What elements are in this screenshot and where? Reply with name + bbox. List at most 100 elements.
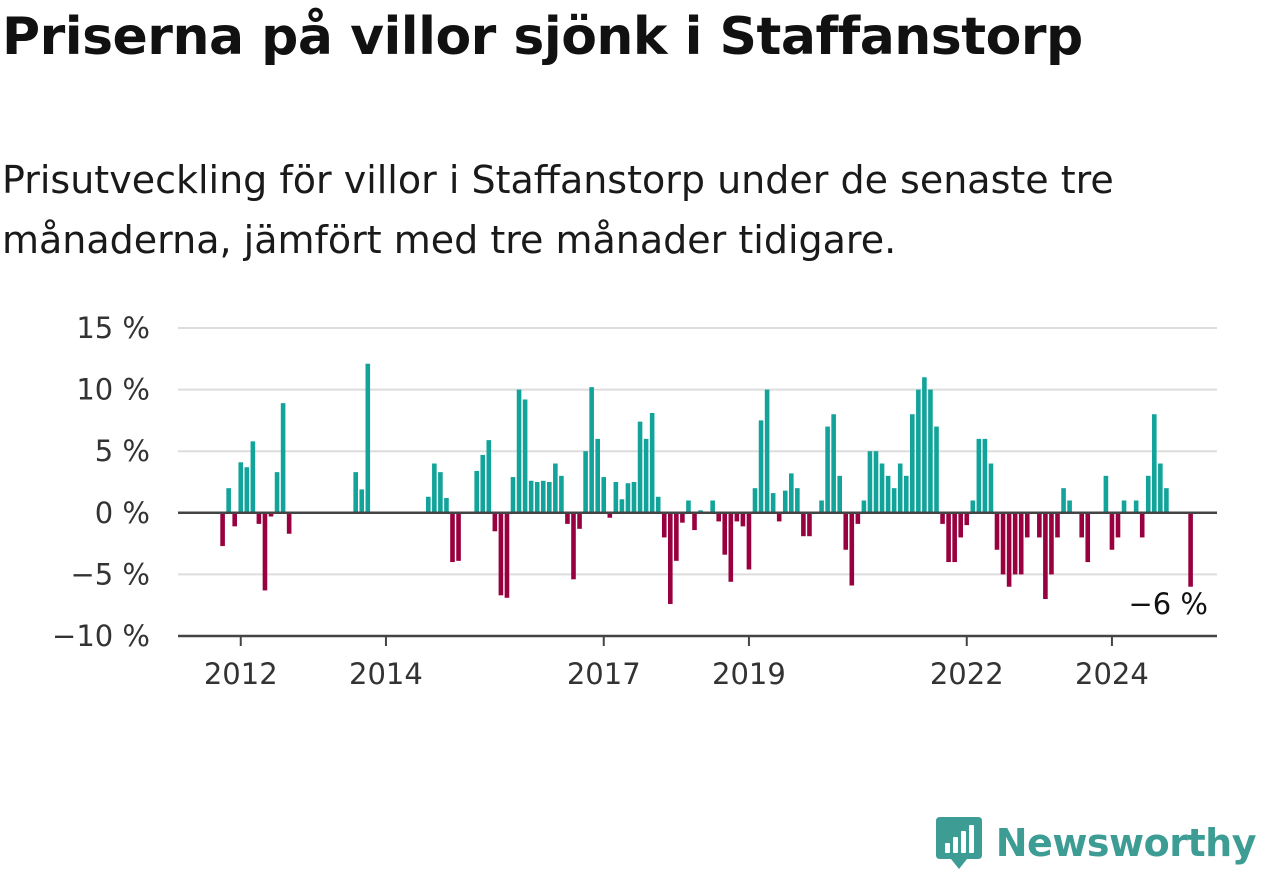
bar	[220, 512, 225, 547]
bar	[897, 463, 903, 513]
bar	[831, 414, 836, 513]
bar	[789, 473, 794, 513]
bar	[855, 512, 861, 524]
bar	[559, 475, 564, 513]
bar	[922, 377, 927, 513]
bar	[910, 414, 915, 513]
bar	[649, 413, 655, 513]
bar	[782, 490, 788, 513]
bar	[244, 467, 250, 513]
bar	[504, 512, 510, 598]
bar	[250, 441, 256, 513]
bar	[982, 438, 988, 513]
chart-subtitle: Prisutveckling för villor i Staffanstorp…	[2, 158, 1114, 262]
bar	[286, 512, 292, 534]
bar	[486, 440, 492, 513]
bar	[619, 499, 625, 513]
bar	[1121, 500, 1127, 513]
bar	[746, 512, 752, 570]
bar	[1103, 475, 1109, 513]
bar	[432, 463, 437, 513]
bar	[994, 512, 1000, 550]
bar	[583, 451, 588, 513]
bar	[952, 512, 957, 563]
bar	[547, 482, 552, 513]
bar	[365, 363, 371, 513]
bar	[438, 472, 443, 513]
bar	[631, 482, 637, 513]
bar	[928, 389, 933, 513]
bar	[262, 512, 268, 591]
bar	[1158, 463, 1163, 513]
bar	[716, 512, 721, 522]
bar	[268, 512, 274, 517]
bar	[571, 512, 576, 580]
newsworthy-chart-icon	[935, 817, 982, 869]
bar	[643, 438, 649, 513]
bar	[565, 512, 570, 524]
bar	[958, 512, 963, 538]
bar	[867, 451, 873, 513]
bar	[970, 500, 976, 513]
bar	[456, 512, 461, 561]
bar	[686, 500, 691, 513]
bar	[595, 438, 600, 513]
bar	[637, 421, 643, 513]
bar	[1152, 414, 1157, 513]
bar	[964, 512, 970, 526]
y-tick-label: −5 %	[70, 557, 150, 591]
bar	[722, 512, 728, 555]
bar	[426, 496, 431, 513]
bar	[274, 472, 280, 513]
y-tick-label: −10 %	[52, 619, 150, 653]
bar	[553, 463, 558, 513]
bar	[1024, 512, 1030, 538]
bar	[891, 488, 897, 513]
bar	[976, 438, 982, 513]
bar	[837, 475, 842, 513]
bar	[238, 462, 244, 513]
bar	[661, 512, 667, 538]
bar	[692, 512, 697, 531]
bar	[1164, 488, 1169, 513]
brand-name: Newsworthy	[995, 821, 1257, 865]
x-tick-label: 2012	[204, 657, 278, 691]
bars	[220, 363, 1193, 604]
axis-labels: −10 % −5 % 0 % 5 % 10 % 15 % 2012 2014 2017 2019 2…	[52, 311, 1208, 691]
bar	[498, 512, 504, 596]
last-value-label: −6 %	[1128, 587, 1208, 621]
bar	[1000, 512, 1006, 575]
bar	[510, 477, 516, 513]
bar	[540, 480, 546, 513]
bar	[1115, 512, 1121, 538]
bar	[1049, 512, 1054, 575]
bar	[825, 426, 830, 513]
grid-lines	[178, 327, 1217, 576]
bar	[601, 477, 607, 513]
bar	[764, 389, 770, 513]
bar	[988, 463, 994, 513]
bar	[474, 470, 479, 513]
x-tick-label: 2024	[1075, 657, 1149, 691]
bar	[916, 389, 921, 513]
bar	[522, 399, 528, 513]
bar	[1067, 500, 1072, 513]
y-tick-label: 15 %	[76, 311, 150, 345]
bar	[758, 420, 764, 513]
bar	[728, 512, 734, 582]
bar	[674, 512, 679, 561]
bar	[353, 472, 358, 513]
y-tick-label: 5 %	[95, 434, 150, 468]
bar	[1043, 512, 1048, 600]
bar	[232, 512, 237, 527]
bar	[492, 512, 498, 532]
bar	[480, 454, 486, 513]
bar	[1145, 475, 1151, 513]
bar	[807, 512, 812, 537]
bar	[873, 451, 879, 513]
bar	[770, 493, 776, 513]
bar	[843, 512, 849, 550]
bar	[577, 512, 582, 529]
bar	[613, 482, 619, 513]
x-tick-label: 2014	[349, 657, 423, 691]
